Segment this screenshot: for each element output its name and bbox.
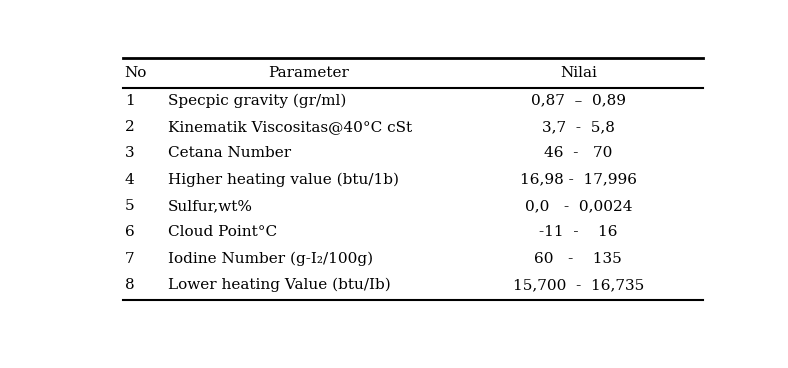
Text: Lower heating Value (btu/Ib): Lower heating Value (btu/Ib) bbox=[168, 278, 391, 292]
Text: Nilai: Nilai bbox=[560, 66, 597, 80]
Text: 4: 4 bbox=[125, 173, 135, 187]
Text: 7: 7 bbox=[125, 252, 134, 266]
Text: 3: 3 bbox=[125, 146, 134, 160]
Text: 46  -   70: 46 - 70 bbox=[545, 146, 612, 160]
Text: 15,700  -  16,735: 15,700 - 16,735 bbox=[513, 278, 644, 292]
Text: Specpic gravity (gr/ml): Specpic gravity (gr/ml) bbox=[168, 93, 347, 108]
Text: 0,0   -  0,0024: 0,0 - 0,0024 bbox=[525, 199, 632, 213]
Text: 1: 1 bbox=[125, 94, 135, 108]
Text: 3,7  -  5,8: 3,7 - 5,8 bbox=[542, 120, 615, 134]
Text: 16,98 -  17,996: 16,98 - 17,996 bbox=[520, 173, 637, 187]
Text: 0,87  –  0,89: 0,87 – 0,89 bbox=[531, 94, 626, 108]
Text: Iodine Number (g-I₂/100g): Iodine Number (g-I₂/100g) bbox=[168, 252, 374, 266]
Text: Kinematik Viscositas@40°C cSt: Kinematik Viscositas@40°C cSt bbox=[168, 120, 412, 134]
Text: Higher heating value (btu/1b): Higher heating value (btu/1b) bbox=[168, 173, 400, 187]
Text: Parameter: Parameter bbox=[268, 66, 349, 80]
Text: Cetana Number: Cetana Number bbox=[168, 146, 292, 160]
Text: Cloud Point°C: Cloud Point°C bbox=[168, 226, 277, 240]
Text: 5: 5 bbox=[125, 199, 134, 213]
Text: 60   -    135: 60 - 135 bbox=[534, 252, 623, 266]
Text: -11  -    16: -11 - 16 bbox=[539, 226, 618, 240]
Text: 8: 8 bbox=[125, 278, 134, 292]
Text: No: No bbox=[125, 66, 147, 80]
Text: 2: 2 bbox=[125, 120, 135, 134]
Text: Sulfur,wt%: Sulfur,wt% bbox=[168, 199, 253, 213]
Text: 6: 6 bbox=[125, 226, 135, 240]
